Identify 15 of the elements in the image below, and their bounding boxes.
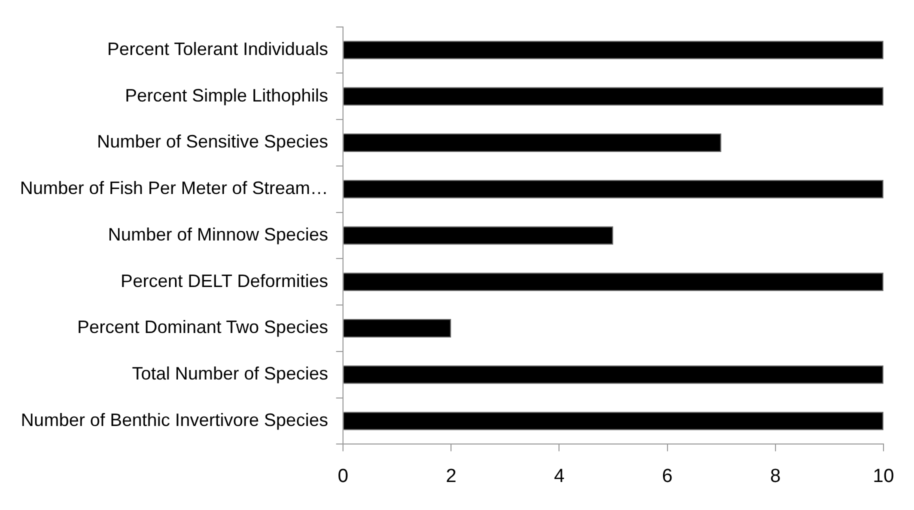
y-tick-label: Number of Sensitive Species	[96, 132, 328, 152]
x-tick-label: 4	[554, 466, 565, 487]
y-tick-label: Number of Fish Per Meter of Stream…	[20, 178, 328, 198]
y-tick-label: Percent Dominant Two Species	[77, 317, 328, 338]
y-tick-label: Percent DELT Deformities	[120, 270, 328, 291]
y-tick-label: Number of Benthic Invertivore Species	[20, 410, 328, 430]
x-tick-label: 2	[446, 466, 456, 487]
y-tick-label: Percent Simple Lithophils	[124, 85, 328, 106]
x-tick-label: 10	[872, 466, 894, 487]
x-tick-label: 8	[770, 466, 781, 487]
y-tick-label: Number of Minnow Species	[108, 224, 328, 244]
x-tick-label: 0	[338, 466, 348, 487]
x-tick-label: 6	[662, 466, 673, 487]
y-tick-label: Total Number of Species	[132, 364, 328, 384]
y-tick-label: Percent Tolerant Individuals	[107, 38, 328, 59]
